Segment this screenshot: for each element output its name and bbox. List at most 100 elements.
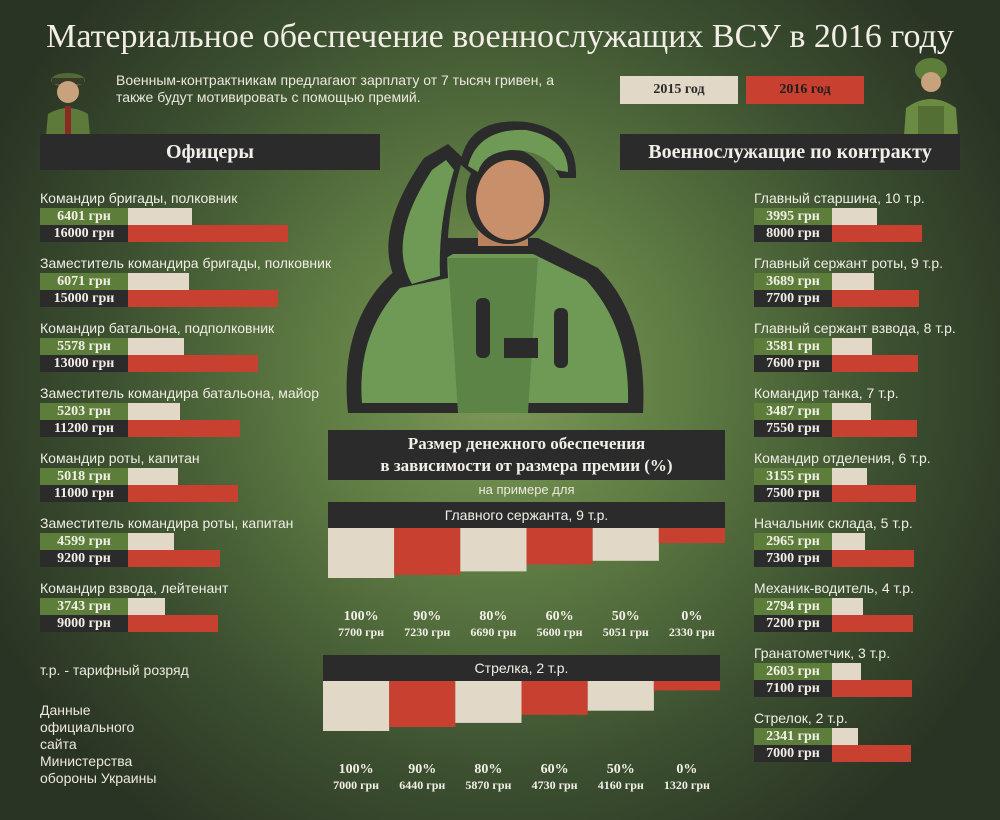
officers-row-label: Командир батальона, подполковник — [40, 320, 275, 336]
contract-bar-2015 — [832, 663, 861, 680]
bonus-bar — [587, 681, 654, 711]
bonus-amount-label: 6690 грн — [470, 625, 516, 639]
contract-row-label: Гранатометчик, 3 т.р. — [754, 645, 891, 661]
contract-row-label: Командир отделения, 6 т.р. — [754, 450, 931, 466]
contract-value-2015: 3995 грн — [754, 208, 832, 225]
bonus-bar — [455, 681, 522, 723]
officers-bar-2016 — [128, 615, 218, 632]
source-line: официального — [40, 719, 135, 735]
bonus-percent-label: 50% — [607, 762, 635, 777]
contract-value-2015: 3689 грн — [754, 273, 832, 290]
bonus-amount-label: 7000 грн — [333, 778, 379, 792]
bonus-header-line: в зависимости от размера премии (%) — [380, 456, 673, 475]
contract-value-2016: 7200 грн — [754, 615, 832, 632]
bonus-bar — [592, 528, 659, 561]
contract-row-label: Главный старшина, 10 т.р. — [754, 190, 925, 206]
contract-bar-2015 — [832, 533, 865, 550]
contract-value-2015: 2794 грн — [754, 598, 832, 615]
bonus-percent-label: 80% — [474, 762, 502, 777]
bonus-percent-label: 80% — [479, 609, 507, 624]
contract-row-label: Главный сержант роты, 9 т.р. — [754, 255, 944, 271]
officers-value-2016: 15000 грн — [40, 290, 128, 307]
officers-value-2015: 4599 грн — [40, 533, 128, 550]
contract-bar-2015 — [832, 728, 858, 745]
officers-value-2015: 5578 грн — [40, 338, 128, 355]
officers-row-label: Заместитель командира роты, капитан — [40, 515, 294, 531]
officers-value-2015: 3743 грн — [40, 598, 128, 615]
officers-bar-2016 — [128, 290, 278, 307]
bonus-subtitle: на примере для — [478, 482, 575, 497]
bonus-percent-label: 0% — [676, 762, 697, 777]
bonus-amount-label: 1320 грн — [664, 778, 710, 792]
contract-value-2015: 3155 грн — [754, 468, 832, 485]
bonus-amount-label: 4160 грн — [598, 778, 644, 792]
officers-bar-2015 — [128, 273, 189, 290]
contract-value-2015: 2965 грн — [754, 533, 832, 550]
bonus-amount-label: 5870 грн — [465, 778, 511, 792]
contract-value-2015: 2341 грн — [754, 728, 832, 745]
contract-value-2016: 7600 грн — [754, 355, 832, 372]
bonus-bar — [460, 528, 527, 572]
officers-bar-2015 — [128, 338, 184, 355]
bonus-percent-label: 90% — [413, 609, 441, 624]
bonus-group-title: Стрелка, 2 т.р. — [323, 655, 720, 681]
contract-bar-2016 — [832, 680, 912, 697]
contract-bar-2016 — [832, 615, 913, 632]
officers-row-label: Командир бригады, полковник — [40, 190, 238, 206]
saluting-soldier-illustration — [346, 121, 644, 413]
contract-bar-2015 — [832, 403, 871, 420]
bonus-amount-label: 2330 грн — [669, 625, 715, 639]
officers-row-label: Командир роты, капитан — [40, 450, 200, 466]
contract-soldier-icon — [904, 58, 958, 136]
bonus-bar — [658, 528, 725, 544]
officers-bar-2015 — [128, 208, 192, 225]
contract-bar-2016 — [832, 355, 918, 372]
officers-bar-2015 — [128, 403, 180, 420]
bonus-chart-rifleman: 100%7000 грн 90%6440 грн 80%5870 грн 60%473… — [323, 681, 720, 792]
contract-bar-2016 — [832, 420, 917, 437]
contract-row-label: Механик-водитель, 4 т.р. — [754, 580, 914, 596]
contract-header: Военнослужащие по контракту — [620, 134, 960, 170]
contract-value-2016: 7550 грн — [754, 420, 832, 437]
officers-bar-2016 — [128, 485, 238, 502]
bonus-bar — [521, 681, 588, 715]
officers-value-2016: 11000 грн — [40, 485, 128, 502]
contract-bar-2015 — [832, 468, 867, 485]
officers-row-label: Заместитель командира батальона, майор — [40, 385, 320, 401]
contract-value-2016: 7000 грн — [754, 745, 832, 762]
officers-bar-2015 — [128, 468, 178, 485]
contract-row-label: Стрелок, 2 т.р. — [754, 710, 848, 726]
contract-bar-2016 — [832, 485, 916, 502]
contract-value-2015: 2603 грн — [754, 663, 832, 680]
officers-bar-2016 — [128, 355, 258, 372]
tariff-note: т.р. - тарифный розряд — [40, 662, 189, 678]
officer-icon — [46, 73, 90, 136]
contract-bar-2015 — [832, 598, 863, 615]
bonus-bar — [389, 681, 456, 727]
bonus-group-title: Главного сержанта, 9 т.р. — [328, 502, 725, 528]
contract-value-2015: 3581 грн — [754, 338, 832, 355]
source-note: Данные официального сайта Министерства о… — [40, 702, 156, 787]
officers-value-2016: 13000 грн — [40, 355, 128, 372]
bonus-amount-label: 6440 грн — [399, 778, 445, 792]
bonus-bar — [328, 528, 395, 578]
bonus-bar — [323, 681, 390, 731]
bonus-bar — [526, 528, 593, 565]
legend-2015: 2015 год — [620, 76, 738, 104]
contract-value-2016: 7300 грн — [754, 550, 832, 567]
bonus-amount-label: 5600 грн — [537, 625, 583, 639]
officers-row-label: Командир взвода, лейтенант — [40, 580, 229, 596]
contract-value-2016: 7700 грн — [754, 290, 832, 307]
page-title: Материальное обеспечение военнослужащих … — [46, 18, 954, 55]
subtitle: Военным-контрактникам предлагают зарплат… — [116, 72, 554, 105]
contract-bar-2015 — [832, 273, 874, 290]
bonus-percent-label: 50% — [612, 609, 640, 624]
contract-bar-2016 — [832, 745, 911, 762]
contract-bar-2016 — [832, 550, 914, 567]
officers-bar-2015 — [128, 598, 165, 615]
source-line: обороны Украины — [40, 770, 157, 786]
contract-row-label: Начальник склада, 5 т.р. — [754, 515, 913, 531]
officers-bar-2016 — [128, 225, 288, 242]
officers-value-2016: 9000 грн — [40, 615, 128, 632]
legend-2016: 2016 год — [746, 76, 864, 104]
